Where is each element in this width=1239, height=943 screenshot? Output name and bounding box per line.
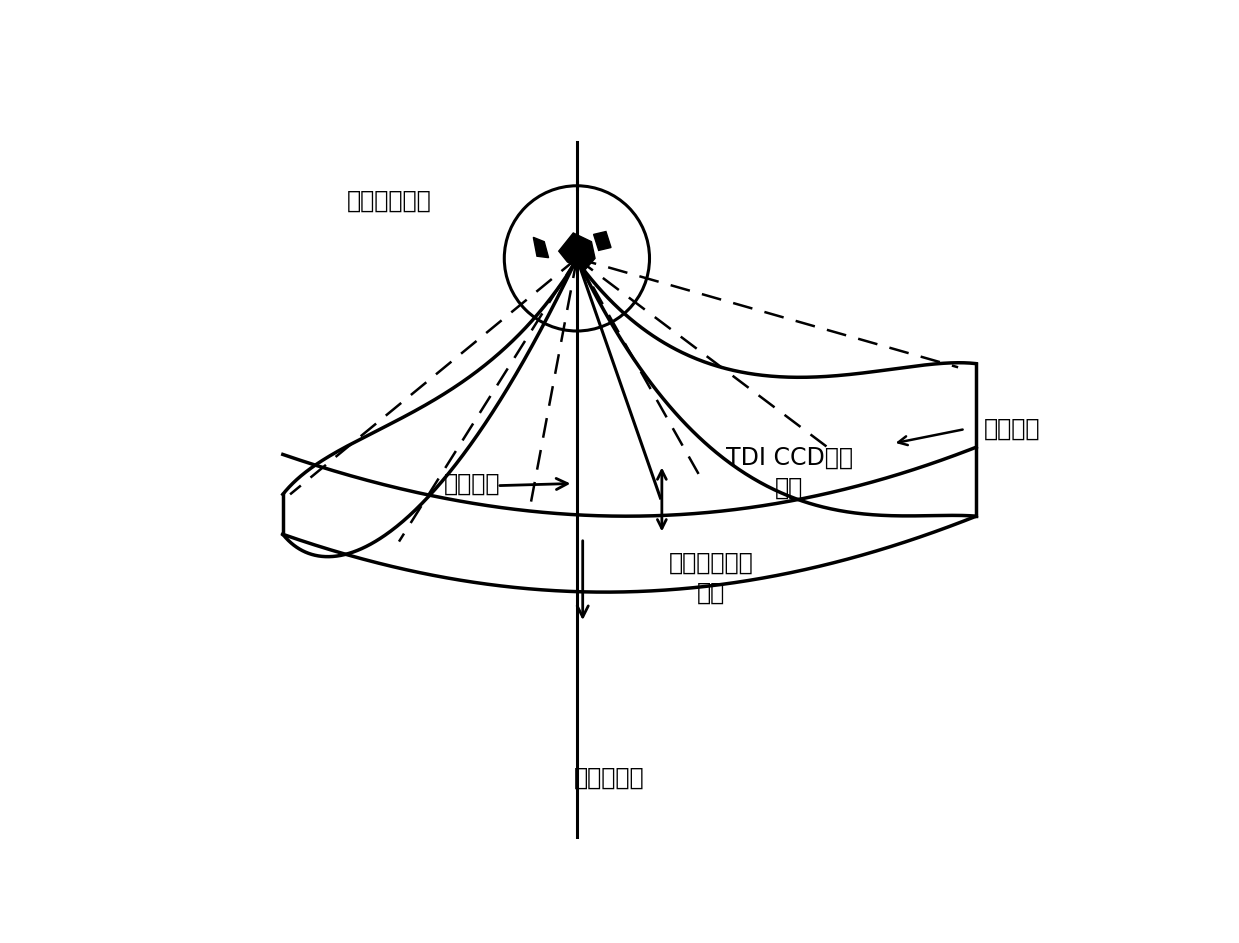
Polygon shape: [559, 233, 595, 271]
Polygon shape: [593, 232, 611, 251]
Text: TDI CCD安装
方向: TDI CCD安装 方向: [726, 446, 852, 500]
Text: 星下点轨迹: 星下点轨迹: [574, 766, 644, 789]
Text: 卫星旋转方向: 卫星旋转方向: [347, 189, 431, 212]
Text: 卫星沿轨飞行
方向: 卫星沿轨飞行 方向: [669, 551, 753, 604]
Text: 摆扫方向: 摆扫方向: [444, 472, 499, 495]
Text: 成像区域: 成像区域: [984, 417, 1040, 441]
Polygon shape: [533, 238, 549, 257]
